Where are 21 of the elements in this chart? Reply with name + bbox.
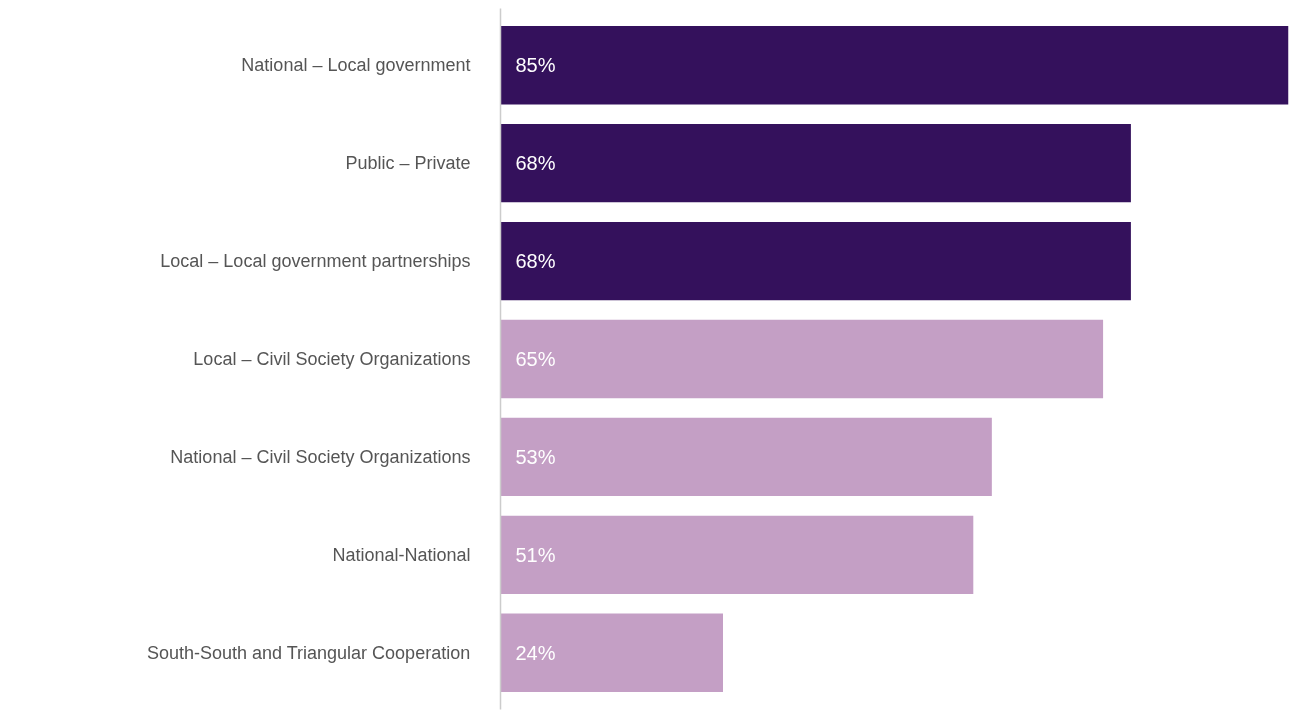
bar — [500, 124, 1131, 203]
data-label: 51% — [515, 543, 556, 566]
y-tick-label: South-South and Triangular Cooperation — [146, 642, 471, 663]
data-label: 65% — [515, 348, 556, 370]
y-tick-label: National – Local government — [241, 55, 471, 76]
bar — [500, 26, 1289, 105]
data-label: 68% — [515, 152, 556, 175]
data-label: 85% — [515, 54, 556, 77]
bar — [500, 613, 723, 692]
data-label: 68% — [515, 250, 556, 273]
bar — [500, 417, 992, 497]
y-tick-label: Local – Civil Society Organizations — [193, 349, 471, 369]
y-tick-label: Public – Private — [345, 153, 471, 174]
y-tick-label: Local – Local government partnerships — [160, 251, 471, 272]
bar — [500, 319, 1104, 399]
y-tick-label: National – Civil Society Organizations — [170, 446, 471, 467]
data-label: 24% — [515, 641, 556, 664]
bar — [500, 221, 1131, 301]
y-tick-label: National-National — [332, 544, 471, 565]
bar — [500, 515, 974, 594]
data-label: 53% — [515, 445, 556, 468]
